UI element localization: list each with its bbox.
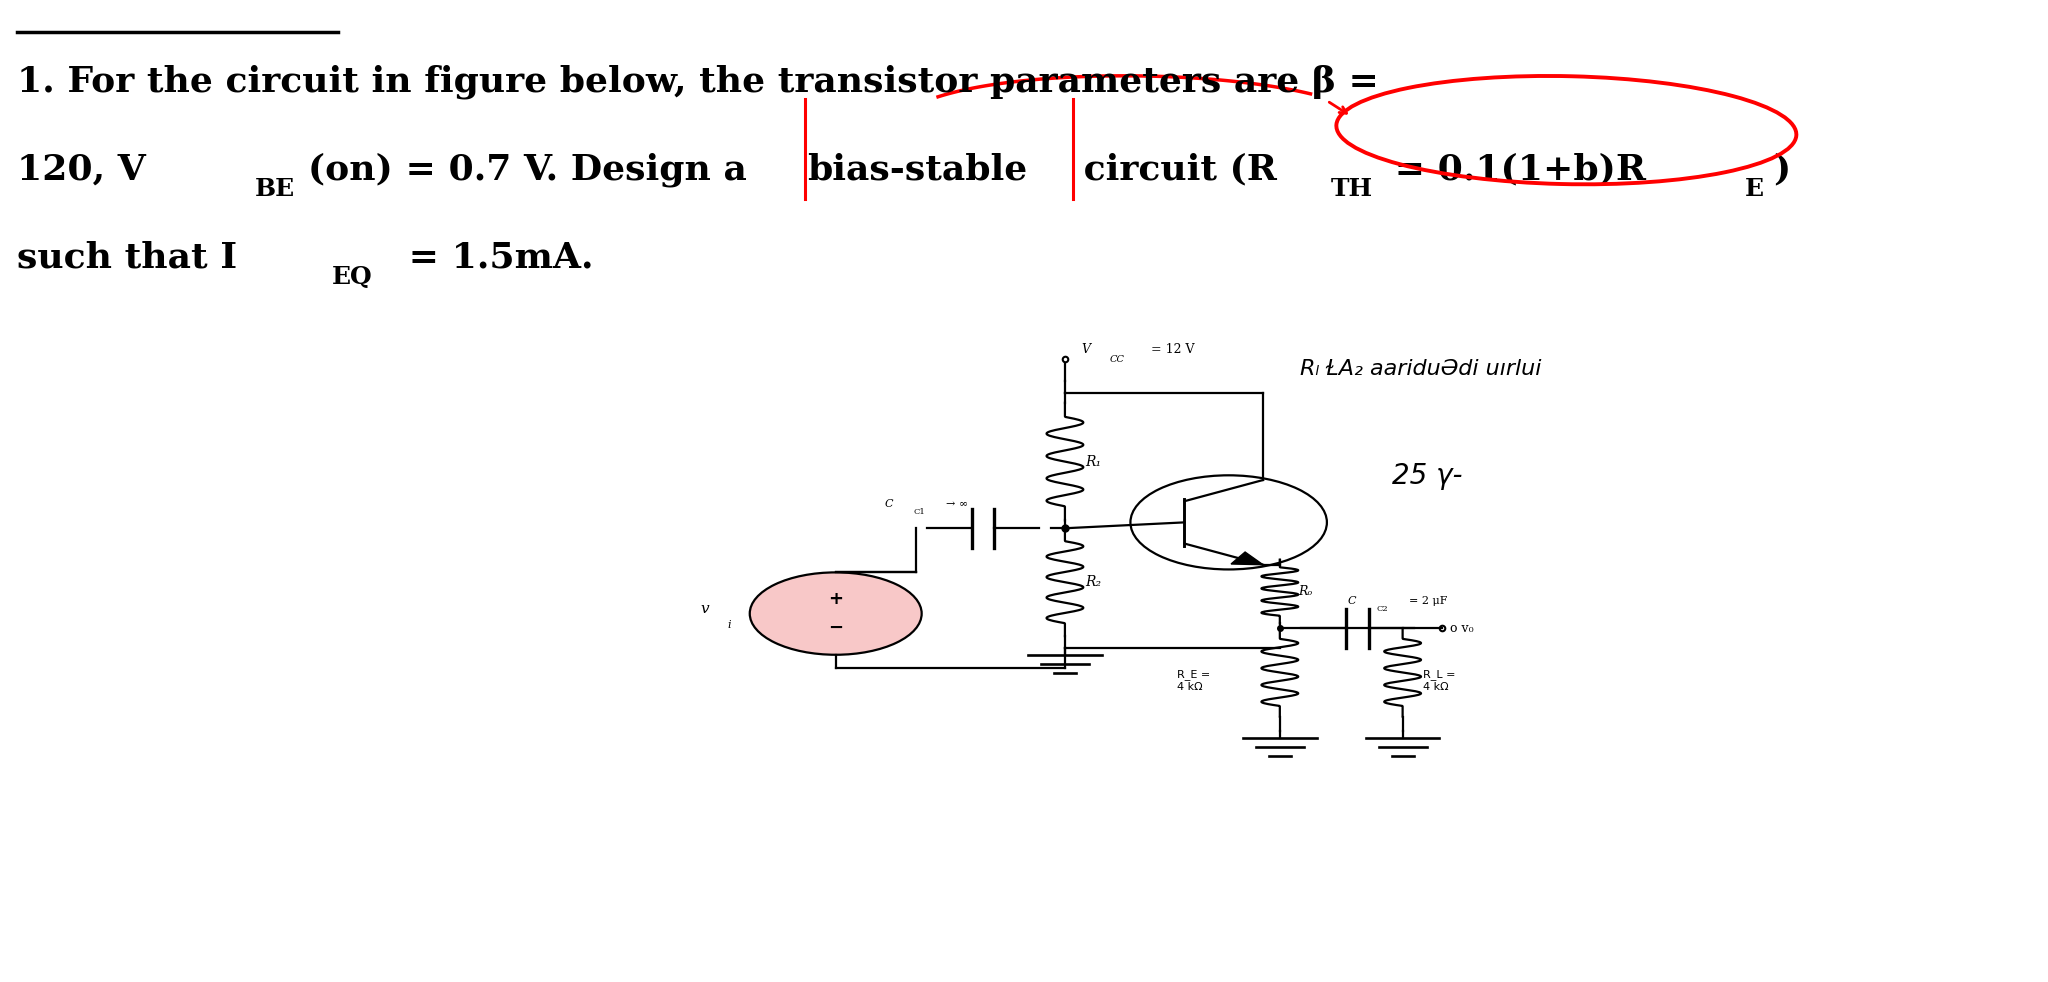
Text: Rₗ ⱢA₂ aariduƏdi uırlui: Rₗ ⱢA₂ aariduƏdi uırlui — [1300, 358, 1542, 379]
Text: V: V — [1081, 343, 1090, 355]
Text: = 2 μF: = 2 μF — [1409, 596, 1448, 606]
Text: bias-stable: bias-stable — [807, 152, 1028, 187]
Text: R₁: R₁ — [1085, 455, 1102, 468]
Text: C: C — [1348, 596, 1356, 606]
Text: (on) = 0.7 V. Design a: (on) = 0.7 V. Design a — [307, 152, 760, 188]
Text: circuit (R: circuit (R — [1071, 152, 1278, 187]
Text: R₂: R₂ — [1085, 575, 1102, 589]
Text: Rₒ: Rₒ — [1298, 585, 1313, 598]
Text: C1: C1 — [913, 508, 926, 516]
Text: ): ) — [1774, 152, 1790, 187]
Circle shape — [750, 573, 922, 655]
Text: +: + — [827, 590, 844, 608]
Text: i: i — [727, 621, 731, 630]
Text: 1. For the circuit in figure below, the transistor parameters are β =: 1. For the circuit in figure below, the … — [16, 65, 1378, 99]
Text: o v₀: o v₀ — [1450, 622, 1473, 634]
Text: R_L =
4 kΩ: R_L = 4 kΩ — [1423, 669, 1456, 691]
Text: CC: CC — [1110, 355, 1124, 363]
Text: = 1.5mA.: = 1.5mA. — [395, 241, 594, 275]
Text: = 12 V: = 12 V — [1151, 343, 1194, 355]
Text: EQ: EQ — [332, 265, 373, 290]
Text: C2: C2 — [1376, 605, 1389, 613]
Text: BE: BE — [254, 177, 295, 201]
Text: = 0.1(1+b)R: = 0.1(1+b)R — [1382, 152, 1647, 187]
Text: 25 γ-: 25 γ- — [1393, 462, 1462, 490]
Text: such that I: such that I — [16, 241, 238, 275]
Text: C: C — [885, 499, 893, 509]
Text: TH: TH — [1331, 177, 1372, 201]
Text: → ∞: → ∞ — [946, 499, 969, 509]
Text: R_E =
4 kΩ: R_E = 4 kΩ — [1178, 669, 1210, 691]
Text: 120, V: 120, V — [16, 152, 145, 187]
Text: E: E — [1745, 177, 1763, 201]
Text: v: v — [700, 602, 709, 616]
Polygon shape — [1231, 552, 1264, 565]
Text: −: − — [827, 619, 844, 637]
